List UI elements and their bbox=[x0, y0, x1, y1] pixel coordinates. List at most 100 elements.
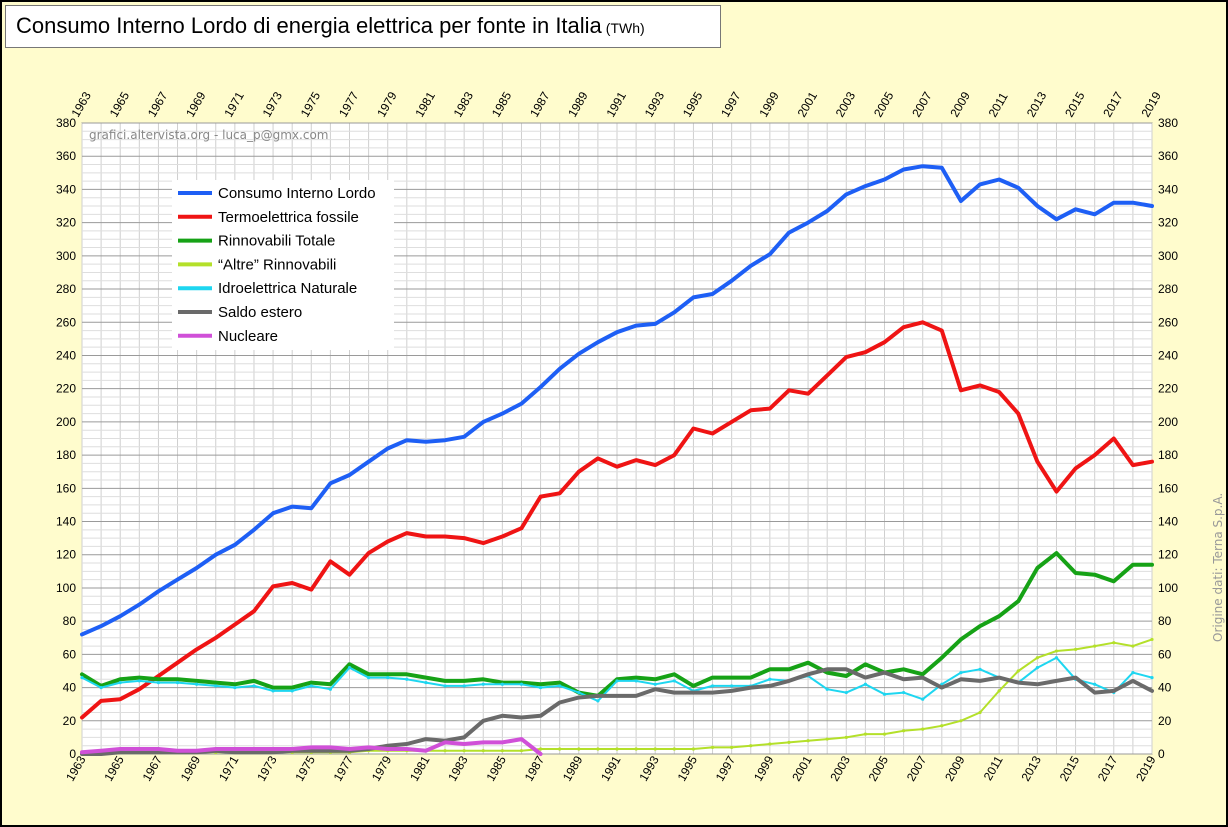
legend-label: Rinnovabili Totale bbox=[218, 233, 335, 250]
series-point-idroelettrica-naturale bbox=[405, 677, 409, 681]
page-title: Consumo Interno Lordo di energia elettri… bbox=[16, 13, 602, 38]
series-point-altre-rinnovabili bbox=[1073, 647, 1078, 651]
series-point-idroelettrica-naturale bbox=[959, 671, 963, 675]
x-tick-label-bottom: 1999 bbox=[751, 753, 777, 783]
series-point-altre-rinnovabili bbox=[558, 747, 562, 751]
series-point-idroelettrica-naturale bbox=[481, 682, 485, 686]
series-point-idroelettrica-naturale bbox=[214, 684, 218, 688]
series-point-altre-rinnovabili bbox=[519, 749, 524, 753]
series-point-idroelettrica-naturale bbox=[538, 685, 543, 690]
series-point-altre-rinnovabili bbox=[462, 749, 466, 753]
x-tick-label-bottom: 2001 bbox=[789, 753, 815, 783]
series-point-idroelettrica-naturale bbox=[271, 689, 275, 693]
series-point-altre-rinnovabili bbox=[959, 719, 963, 723]
y-tick-label-right: 220 bbox=[1158, 382, 1178, 396]
series-point-idroelettrica-naturale bbox=[844, 690, 848, 695]
series-point-idroelettrica-naturale bbox=[328, 687, 332, 691]
y-tick-label-left: 80 bbox=[63, 614, 77, 628]
x-tick-label-top: 2007 bbox=[909, 89, 935, 119]
series-point-idroelettrica-naturale bbox=[710, 684, 715, 688]
x-tick-label-top: 1981 bbox=[412, 89, 438, 119]
series-point-altre-rinnovabili bbox=[768, 742, 772, 746]
series-point-idroelettrica-naturale bbox=[825, 687, 829, 691]
x-tick-label-bottom: 1995 bbox=[675, 753, 701, 783]
y-tick-label-left: 220 bbox=[56, 382, 76, 396]
y-tick-label-right: 100 bbox=[1158, 581, 1178, 595]
series-point-altre-rinnovabili bbox=[749, 744, 753, 748]
series-point-idroelettrica-naturale bbox=[137, 679, 141, 683]
series-point-idroelettrica-naturale bbox=[902, 690, 906, 695]
x-tick-label-bottom: 2019 bbox=[1133, 753, 1159, 783]
y-tick-label-right: 300 bbox=[1158, 249, 1178, 263]
series-point-idroelettrica-naturale bbox=[99, 685, 103, 690]
x-tick-label-bottom: 1963 bbox=[63, 753, 89, 783]
y-tick-label-right: 240 bbox=[1158, 348, 1178, 362]
series-point-idroelettrica-naturale bbox=[500, 682, 504, 686]
series-point-altre-rinnovabili bbox=[443, 749, 447, 753]
series-point-idroelettrica-naturale bbox=[386, 676, 390, 680]
x-tick-label-top: 1989 bbox=[565, 89, 591, 119]
y-tick-label-right: 260 bbox=[1158, 315, 1178, 329]
y-tick-label-left: 260 bbox=[56, 315, 76, 329]
series-line-saldo-estero bbox=[80, 667, 1154, 756]
y-tick-label-right: 280 bbox=[1158, 282, 1178, 296]
series-point-altre-rinnovabili bbox=[577, 747, 581, 751]
series-point-altre-rinnovabili bbox=[940, 724, 944, 728]
credit-text: grafici.altervista.org - luca_p@gmx.com bbox=[89, 128, 328, 142]
series-point-altre-rinnovabili bbox=[1016, 669, 1020, 673]
x-tick-label-bottom: 1993 bbox=[636, 753, 662, 783]
y-tick-label-left: 340 bbox=[56, 182, 76, 196]
y-tick-label-left: 280 bbox=[56, 282, 76, 296]
series-point-idroelettrica-naturale bbox=[634, 679, 638, 683]
series-point-idroelettrica-naturale bbox=[367, 676, 371, 680]
x-tick-label-top: 1969 bbox=[183, 89, 209, 119]
series-point-idroelettrica-naturale bbox=[195, 682, 199, 686]
series-point-idroelettrica-naturale bbox=[672, 679, 676, 683]
x-tick-label-top: 2013 bbox=[1024, 89, 1050, 119]
y-tick-label-right: 340 bbox=[1158, 182, 1178, 196]
series-point-idroelettrica-naturale bbox=[80, 676, 84, 680]
y-tick-label-right: 200 bbox=[1158, 415, 1178, 429]
title-unit: (TWh) bbox=[605, 20, 645, 36]
series-point-altre-rinnovabili bbox=[481, 749, 485, 753]
y-tick-label-right: 80 bbox=[1158, 614, 1172, 628]
legend-label: Nucleare bbox=[218, 328, 278, 345]
series-point-idroelettrica-naturale bbox=[156, 680, 161, 685]
series-point-idroelettrica-naturale bbox=[118, 680, 122, 685]
x-tick-label-bottom: 2017 bbox=[1095, 753, 1121, 783]
series-line-rinnovabili-totale bbox=[80, 551, 1154, 698]
y-tick-label-right: 320 bbox=[1158, 216, 1178, 230]
series-point-idroelettrica-naturale bbox=[863, 682, 867, 686]
series-point-idroelettrica-naturale bbox=[519, 682, 524, 686]
x-tick-label-bottom: 1985 bbox=[483, 753, 509, 783]
x-tick-label-bottom: 2009 bbox=[942, 753, 968, 783]
legend-label: Termoelettrica fossile bbox=[218, 209, 359, 226]
series-line-consumo-interno-lordo bbox=[80, 164, 1154, 637]
series-point-altre-rinnovabili bbox=[710, 745, 715, 749]
x-tick-label-top: 2011 bbox=[986, 90, 1011, 120]
x-tick-label-top: 2009 bbox=[947, 89, 973, 119]
series-point-idroelettrica-naturale bbox=[1054, 656, 1059, 660]
x-tick-label-top: 1965 bbox=[107, 89, 133, 119]
legend-label: Saldo estero bbox=[218, 304, 302, 321]
series-point-altre-rinnovabili bbox=[653, 747, 657, 751]
series-point-idroelettrica-naturale bbox=[252, 684, 256, 688]
y-tick-label-left: 360 bbox=[56, 149, 76, 163]
x-tick-label-bottom: 1997 bbox=[713, 753, 739, 783]
x-tick-label-top: 1975 bbox=[298, 89, 324, 119]
y-tick-label-left: 40 bbox=[63, 681, 77, 695]
x-tick-label-bottom: 1973 bbox=[254, 753, 280, 783]
y-tick-label-right: 60 bbox=[1158, 647, 1172, 661]
series-point-idroelettrica-naturale bbox=[233, 685, 237, 690]
x-tick-label-bottom: 2003 bbox=[827, 753, 853, 783]
series-point-idroelettrica-naturale bbox=[462, 684, 466, 688]
series-point-altre-rinnovabili bbox=[787, 740, 791, 744]
x-tick-label-top: 1983 bbox=[451, 89, 477, 119]
x-tick-label-bottom: 1981 bbox=[407, 753, 433, 783]
series-point-altre-rinnovabili bbox=[825, 737, 829, 741]
x-tick-label-top: 2015 bbox=[1062, 89, 1088, 119]
series-point-altre-rinnovabili bbox=[1035, 656, 1039, 660]
x-tick-label-bottom: 1979 bbox=[369, 753, 395, 783]
series-point-idroelettrica-naturale bbox=[1035, 666, 1039, 670]
x-tick-label-top: 2001 bbox=[795, 89, 821, 119]
